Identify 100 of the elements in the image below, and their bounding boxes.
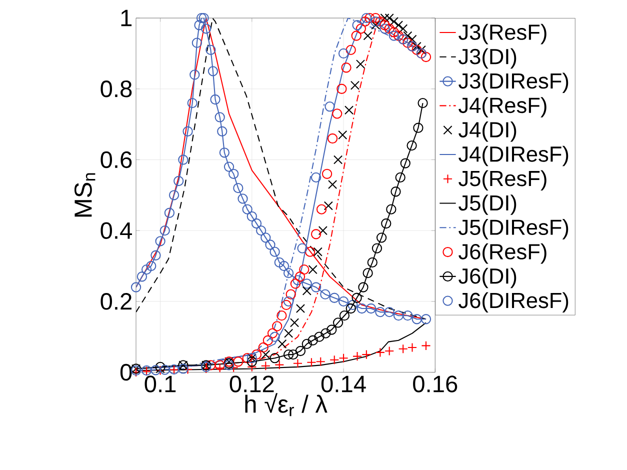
point bbox=[375, 306, 386, 318]
point bbox=[316, 204, 327, 214]
point bbox=[187, 98, 198, 108]
y-tick-label: 0.2 bbox=[100, 293, 132, 310]
x-tick-label: 0.14 bbox=[321, 376, 366, 392]
legend-label: J5(ResF) bbox=[458, 170, 546, 191]
point bbox=[332, 108, 342, 119]
point bbox=[418, 98, 428, 108]
legend-label: J6(DIResF) bbox=[458, 292, 568, 312]
point bbox=[246, 356, 257, 367]
point bbox=[310, 229, 322, 240]
point bbox=[393, 30, 404, 41]
point bbox=[283, 349, 294, 360]
legend-label: J3(ResF) bbox=[458, 24, 546, 44]
legend-label: J4(DIResF) bbox=[458, 146, 568, 166]
y-tick-label: 0.6 bbox=[100, 151, 132, 168]
point bbox=[174, 176, 184, 186]
point bbox=[370, 16, 381, 27]
point bbox=[160, 364, 170, 375]
point bbox=[338, 48, 349, 59]
point bbox=[210, 94, 220, 105]
point bbox=[251, 218, 262, 229]
point bbox=[242, 204, 252, 214]
point bbox=[201, 24, 212, 34]
point bbox=[283, 268, 294, 278]
point bbox=[412, 42, 422, 51]
point bbox=[150, 365, 161, 376]
point bbox=[327, 133, 338, 144]
point bbox=[246, 211, 257, 222]
x-axis-title: h √ε$_{r}$ / λ bbox=[245, 393, 328, 416]
point bbox=[326, 324, 337, 335]
point bbox=[286, 289, 296, 300]
point bbox=[346, 44, 356, 55]
point bbox=[258, 342, 268, 353]
point bbox=[384, 306, 394, 318]
point bbox=[338, 130, 348, 140]
point bbox=[192, 38, 202, 48]
point bbox=[352, 351, 362, 362]
point bbox=[400, 158, 410, 168]
legend-label: J4(ResF) bbox=[458, 97, 546, 118]
point bbox=[376, 232, 387, 243]
point bbox=[261, 350, 270, 360]
point bbox=[206, 44, 216, 55]
point bbox=[332, 318, 344, 328]
point bbox=[363, 31, 372, 40]
point bbox=[182, 126, 193, 136]
point bbox=[302, 338, 312, 349]
point bbox=[194, 20, 204, 30]
point bbox=[346, 303, 356, 314]
point bbox=[208, 66, 218, 76]
y-tick-label: 1 bbox=[121, 10, 132, 26]
x-tick-label: 0.1 bbox=[144, 376, 176, 392]
point bbox=[367, 257, 378, 268]
point bbox=[395, 172, 406, 182]
point bbox=[356, 24, 366, 34]
point bbox=[260, 232, 271, 243]
point bbox=[402, 310, 413, 321]
point bbox=[228, 168, 239, 179]
point bbox=[284, 328, 294, 338]
point bbox=[338, 296, 349, 306]
point bbox=[356, 303, 367, 314]
point bbox=[292, 275, 303, 286]
point bbox=[394, 20, 404, 30]
point bbox=[344, 106, 354, 115]
point bbox=[256, 225, 266, 236]
point bbox=[412, 314, 422, 324]
point bbox=[233, 182, 244, 194]
point bbox=[217, 126, 228, 136]
y-tick-label: 0.8 bbox=[100, 80, 132, 98]
point bbox=[390, 186, 401, 197]
point bbox=[348, 300, 358, 310]
point bbox=[333, 155, 343, 164]
x-tick-label: 0.16 bbox=[413, 376, 458, 392]
point bbox=[267, 328, 278, 338]
point bbox=[299, 264, 310, 275]
point bbox=[320, 289, 330, 300]
point bbox=[292, 358, 303, 368]
point bbox=[358, 282, 368, 292]
point bbox=[233, 356, 244, 367]
legend-label: J6(DI) bbox=[458, 268, 516, 288]
point bbox=[308, 335, 318, 346]
point bbox=[251, 349, 262, 360]
point bbox=[150, 250, 161, 260]
point bbox=[262, 335, 274, 346]
point bbox=[238, 194, 248, 204]
point bbox=[130, 282, 142, 292]
point bbox=[283, 296, 294, 306]
point bbox=[310, 172, 322, 182]
point bbox=[281, 300, 292, 310]
point bbox=[270, 332, 280, 342]
point bbox=[270, 352, 280, 364]
point bbox=[356, 60, 366, 69]
legend-label: J3(DIResF) bbox=[458, 72, 568, 93]
point bbox=[386, 204, 396, 214]
point bbox=[160, 225, 170, 236]
point bbox=[178, 154, 188, 165]
point bbox=[380, 24, 390, 34]
point bbox=[190, 70, 200, 80]
point bbox=[290, 278, 301, 289]
point bbox=[384, 24, 394, 34]
